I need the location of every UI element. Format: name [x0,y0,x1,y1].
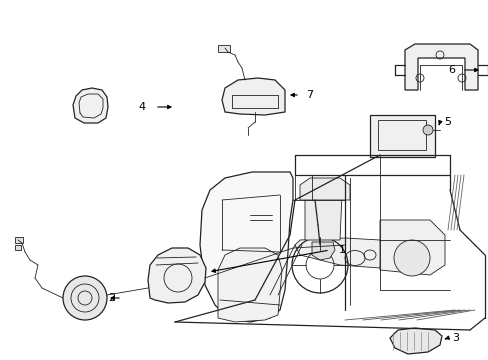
Polygon shape [404,44,477,90]
Bar [15,237,23,243]
Polygon shape [222,78,285,115]
Bar [369,115,434,157]
Polygon shape [294,238,381,268]
Circle shape [63,276,107,320]
Polygon shape [218,248,282,322]
Text: 3: 3 [451,333,459,343]
Text: 2: 2 [108,293,115,303]
Circle shape [422,125,432,135]
Polygon shape [148,248,205,303]
Polygon shape [379,220,444,275]
Bar [377,120,425,150]
Polygon shape [73,88,108,123]
Text: 6: 6 [447,65,454,75]
Bar [218,45,229,52]
Polygon shape [305,183,341,240]
Polygon shape [299,178,349,200]
Polygon shape [311,242,334,260]
Text: 5: 5 [444,117,450,127]
Text: 4: 4 [138,102,145,112]
Polygon shape [389,328,441,354]
Text: 7: 7 [306,90,313,100]
Polygon shape [200,172,292,322]
Text: 1: 1 [338,245,345,255]
Circle shape [393,240,429,276]
Bar [15,245,21,250]
